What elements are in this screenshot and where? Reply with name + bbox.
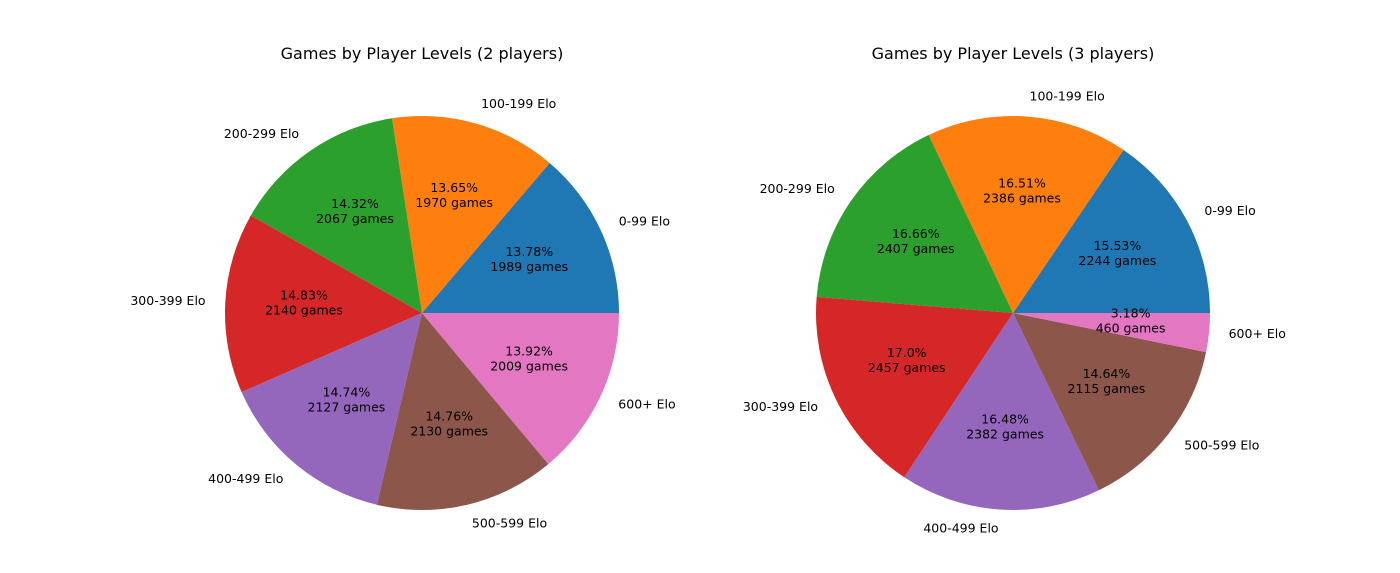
pie-slice <box>392 116 550 313</box>
slice-category-label: 600+ Elo <box>618 396 675 411</box>
slice-percent: 14.64% <box>1083 366 1131 381</box>
slice-category-label: 100-199 Elo <box>481 96 556 111</box>
pie-chart-3-players: Games by Player Levels (3 players) 0-99 … <box>743 44 1286 536</box>
slice-game-count: 2244 games <box>1079 253 1157 268</box>
slice-value-label: 14.64% 2115 games <box>1068 366 1146 396</box>
slice-value-label: 14.74% 2127 games <box>308 384 386 414</box>
slice-category-label: 600+ Elo <box>1229 326 1286 341</box>
pie-slice <box>1013 313 1207 491</box>
pie-slice <box>376 313 549 511</box>
slice-percent: 16.66% <box>892 226 940 241</box>
slice-percent: 17.0% <box>887 345 927 360</box>
pie-slice <box>816 134 1013 313</box>
slice-percent: 14.76% <box>425 409 473 424</box>
slice-value-label: 16.51% 2386 games <box>983 176 1061 206</box>
slice-game-count: 2127 games <box>308 399 386 414</box>
slice-category-label: 500-599 Elo <box>472 515 547 530</box>
pie-labels: 0-99 Elo 15.53% 2244 games 100-199 Elo 16.51… <box>743 88 1286 535</box>
slice-game-count: 2067 games <box>316 211 394 226</box>
slice-category-label: 0-99 Elo <box>1204 203 1255 218</box>
slice-value-label: 16.66% 2407 games <box>877 226 955 256</box>
slice-percent: 14.83% <box>280 287 328 302</box>
slice-game-count: 2115 games <box>1068 381 1146 396</box>
slice-category-label: 200-299 Elo <box>224 126 299 141</box>
slice-category-label: 400-499 Elo <box>923 521 998 536</box>
pie-slice <box>422 313 619 465</box>
pie-slice <box>1013 313 1210 353</box>
pie-slice <box>241 313 422 505</box>
slice-game-count: 2130 games <box>410 424 488 439</box>
slice-percent: 13.65% <box>430 180 478 195</box>
slice-value-label: 3.18% 460 games <box>1096 305 1166 335</box>
slice-category-label: 500-599 Elo <box>1184 437 1259 452</box>
slice-category-label: 100-199 Elo <box>1030 88 1105 103</box>
pie-slices <box>224 116 619 511</box>
slice-percent: 15.53% <box>1094 238 1142 253</box>
slice-category-label: 0-99 Elo <box>619 214 670 229</box>
pie-slices <box>815 116 1210 510</box>
chart-title: Games by Player Levels (2 players) <box>281 44 564 63</box>
slice-category-label: 400-499 Elo <box>208 471 283 486</box>
pie-slice <box>250 118 422 313</box>
slice-value-label: 13.92% 2009 games <box>490 344 568 374</box>
slice-game-count: 2382 games <box>966 426 1044 441</box>
slice-game-count: 2009 games <box>490 359 568 374</box>
slice-category-label: 200-299 Elo <box>760 181 835 196</box>
pie-labels: 0-99 Elo 13.78% 1989 games 100-199 Elo 13.65… <box>130 96 675 530</box>
pie-slice <box>904 313 1099 510</box>
slice-percent: 13.78% <box>505 244 553 259</box>
slice-game-count: 1970 games <box>415 195 493 210</box>
pie-chart-2-players: Games by Player Levels (2 players) 0-99 … <box>130 44 675 530</box>
slice-game-count: 2407 games <box>877 241 955 256</box>
slice-value-label: 15.53% 2244 games <box>1079 238 1157 268</box>
slice-game-count: 1989 games <box>490 259 568 274</box>
pie-slice <box>928 116 1124 314</box>
slice-value-label: 14.32% 2067 games <box>316 196 394 226</box>
pie-slice <box>815 296 1013 478</box>
slice-game-count: 2140 games <box>265 302 343 317</box>
slice-percent: 13.92% <box>505 344 553 359</box>
slice-percent: 16.48% <box>981 411 1029 426</box>
slice-value-label: 16.48% 2382 games <box>966 411 1044 441</box>
slice-game-count: 460 games <box>1096 320 1166 335</box>
slice-percent: 16.51% <box>998 176 1046 191</box>
slice-percent: 14.74% <box>323 384 371 399</box>
pie-slice <box>224 215 422 393</box>
slice-value-label: 14.76% 2130 games <box>410 409 488 439</box>
slice-percent: 14.32% <box>331 196 379 211</box>
slice-value-label: 13.78% 1989 games <box>490 244 568 274</box>
chart-title: Games by Player Levels (3 players) <box>872 44 1155 63</box>
slice-category-label: 300-399 Elo <box>743 399 818 414</box>
slice-value-label: 14.83% 2140 games <box>265 287 343 317</box>
pie-slice <box>1013 149 1210 313</box>
pie-slice <box>422 162 619 313</box>
slice-category-label: 300-399 Elo <box>130 293 205 308</box>
slice-value-label: 13.65% 1970 games <box>415 180 493 210</box>
slice-value-label: 17.0% 2457 games <box>868 345 946 375</box>
slice-percent: 3.18% <box>1111 305 1151 320</box>
slice-game-count: 2457 games <box>868 360 946 375</box>
slice-game-count: 2386 games <box>983 191 1061 206</box>
